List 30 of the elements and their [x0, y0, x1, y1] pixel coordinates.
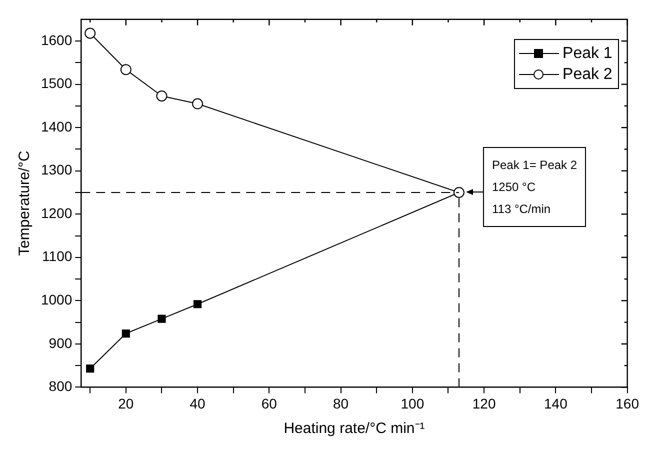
y-tick-label: 1600 — [40, 32, 72, 48]
point — [120, 64, 132, 76]
y-tick-label: 1500 — [40, 75, 72, 92]
x-tick-label: 100 — [400, 395, 424, 412]
legend-label: Peak 1 — [562, 44, 612, 64]
point — [84, 28, 96, 39]
x-axis-title: Heating rate/°C min⁻¹ — [284, 420, 425, 438]
y-tick-label: 1300 — [40, 162, 72, 178]
point — [158, 314, 166, 323]
point — [156, 90, 168, 102]
x-tick-label: 80 — [333, 395, 349, 412]
annotation: Peak 1= Peak 2 1250 °C 113 °C/min — [492, 157, 578, 218]
x-tick-label: 40 — [190, 395, 206, 412]
y-tick-label: 1200 — [40, 204, 72, 221]
point — [86, 364, 94, 373]
y-tick-label: 1000 — [40, 292, 72, 308]
x-tick-label: 20 — [118, 395, 134, 412]
y-tick-label: 800 — [48, 378, 72, 394]
x-tick-label: 120 — [472, 395, 496, 412]
x-tick-label: 140 — [544, 395, 568, 412]
x-tick-label: 160 — [616, 395, 640, 412]
y-tick-label: 900 — [48, 334, 72, 351]
x-tick-label: 60 — [261, 395, 278, 412]
legend-label: Peak 2 — [562, 65, 612, 86]
point — [194, 300, 202, 308]
y-tick-label: 1400 — [40, 118, 72, 134]
y-axis-title: Temperature/°C — [16, 150, 34, 256]
y-tick-label: 1100 — [42, 248, 72, 264]
point — [192, 98, 204, 110]
point — [122, 330, 130, 338]
